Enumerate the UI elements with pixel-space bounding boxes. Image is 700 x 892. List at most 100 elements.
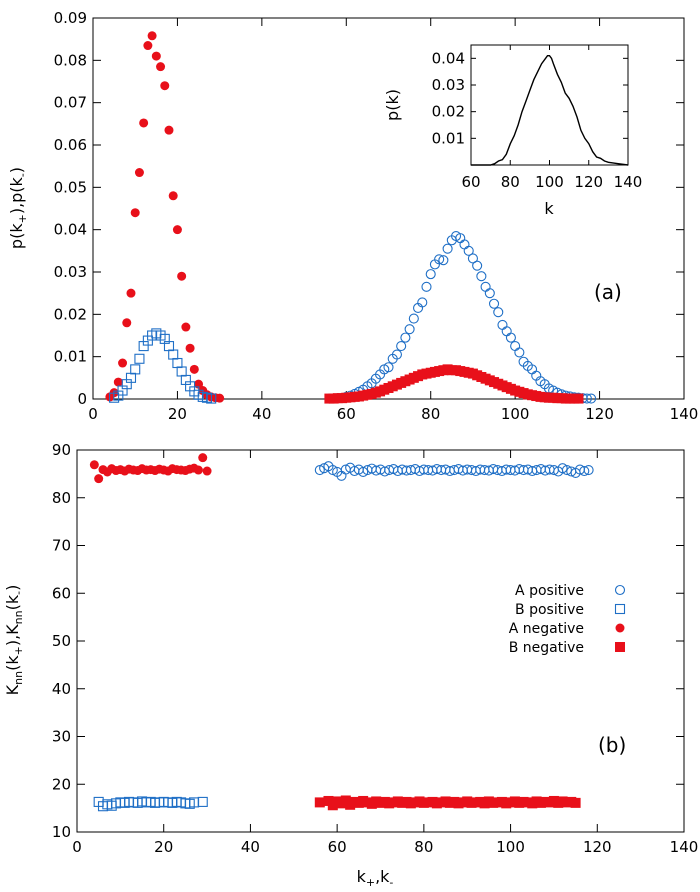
- panel-a-point-a-positive: [404, 324, 415, 335]
- legend-label: B positive: [515, 602, 584, 618]
- panel-a-point-a-negative: [134, 168, 144, 178]
- panel-a-point-a-negative: [130, 208, 140, 218]
- panel-b-xtick-label: 80: [414, 838, 433, 856]
- panel-b-point-a-positive: [557, 463, 568, 474]
- panel-a-xtick-label: 60: [337, 405, 356, 423]
- inset-ytick-label: 0.01: [432, 129, 465, 147]
- legend-marker: [615, 642, 625, 652]
- panel-b-label: (b): [598, 733, 626, 757]
- panel-b-xtick-label: 120: [583, 838, 612, 856]
- panel-b-xlabel: k+,k-: [357, 867, 394, 889]
- panel-a-point-a-negative: [160, 81, 170, 91]
- panel-b-point-a-positive: [358, 466, 369, 478]
- panel-a-point-a-positive: [480, 281, 491, 292]
- panel-a-xtick-label: 120: [585, 405, 614, 423]
- panel-a-ytick-label: 0.07: [54, 94, 87, 112]
- panel-a-ytick-label: 0.01: [54, 348, 87, 366]
- panel-b-point-a-positive: [579, 465, 590, 477]
- panel-a-ytick-label: 0.08: [54, 51, 87, 69]
- panel-a-point-a-negative: [147, 31, 157, 41]
- panel-a-ytick-label: 0.02: [54, 305, 87, 323]
- panel-a-ytick-label: 0.03: [54, 263, 87, 281]
- panel-a-point-a-negative: [156, 62, 166, 72]
- panel-a-point-a-negative: [118, 358, 128, 368]
- panel-b-ylabel: Knn(k+),Knn(k-): [3, 585, 25, 696]
- panel-b-point-a-negative: [193, 465, 203, 475]
- panel-a-point-a-positive: [463, 245, 474, 256]
- panel-b-point-a-negative: [202, 466, 212, 476]
- panel-a-point-b-positive: [176, 366, 187, 377]
- inset-xtick-label: 120: [574, 173, 603, 191]
- panel-a-ytick-label: 0.06: [54, 136, 87, 154]
- panel-a-point-a-negative: [215, 393, 225, 403]
- panel-a-xtick-label: 20: [168, 405, 187, 423]
- panel-a-point-b-positive: [134, 353, 145, 364]
- panel-a-point-a-positive: [396, 341, 407, 352]
- panel-b-point-a-positive: [583, 465, 594, 476]
- panel-b-xtick-label: 100: [496, 838, 525, 856]
- panel-a-xtick-label: 40: [252, 405, 271, 423]
- legend-label: B negative: [509, 640, 584, 656]
- panel-b-point-a-negative: [94, 474, 104, 484]
- panel-a-point-a-positive: [408, 313, 419, 324]
- panel-a-point-b-positive: [130, 364, 141, 375]
- panel-b-ytick-label: 90: [52, 441, 71, 459]
- panel-a-ytick-label: 0.04: [54, 221, 87, 239]
- panel-a-ytick-label: 0: [77, 390, 87, 408]
- panel-b-point-a-positive: [561, 465, 572, 476]
- legend-marker: [614, 584, 626, 596]
- panel-b-point-b-negative: [570, 797, 581, 808]
- panel-a-xtick-label: 140: [670, 405, 699, 423]
- panel-b-ytick-label: 80: [52, 489, 71, 507]
- panel-a-point-b-negative: [573, 393, 584, 404]
- inset-ylabel: p(k): [383, 89, 402, 121]
- panel-a-point-a-positive: [497, 319, 508, 330]
- panel-a-point-a-positive: [501, 326, 512, 337]
- panel-a-point-a-negative: [172, 225, 182, 235]
- panel-b-xtick-label: 0: [72, 838, 82, 856]
- panel-b-point-b-negative: [314, 797, 325, 808]
- panel-a-point-b-positive: [168, 349, 179, 360]
- inset-plot-frame: [470, 44, 629, 166]
- panel-a-point-a-positive: [484, 288, 495, 299]
- panel-a-point-b-positive: [206, 393, 217, 404]
- panel-b-point-a-negative: [89, 460, 99, 470]
- inset-chart: 60 80 100 120 140 0.01 0.02 0.03 0.04 k p(k): [383, 44, 643, 218]
- panel-a-point-a-negative: [181, 322, 191, 332]
- panel-b-xtick-label: 60: [328, 838, 347, 856]
- panel-b-point-a-positive: [314, 465, 325, 476]
- panel-a-point-a-negative: [189, 364, 199, 374]
- panel-b-ytick-label: 30: [52, 728, 71, 746]
- inset-ytick-label: 0.04: [432, 49, 465, 67]
- legend-label: A negative: [509, 621, 584, 637]
- legend-marker: [615, 623, 625, 633]
- panel-a-point-b-positive: [172, 357, 183, 369]
- panel-a-point-a-negative: [185, 343, 195, 353]
- panel-b-xtick-label: 20: [154, 838, 173, 856]
- inset-xtick-label: 100: [535, 173, 564, 191]
- panel-a-xtick-label: 80: [421, 405, 440, 423]
- panel-a-point-a-positive: [417, 297, 428, 308]
- legend-marker: [614, 603, 626, 615]
- panel-a-point-a-negative: [143, 41, 153, 51]
- legend-label: A positive: [515, 583, 584, 599]
- inset-xlabel: k: [544, 199, 554, 218]
- panel-a-point-a-positive: [391, 349, 402, 360]
- panel-a-point-a-positive: [442, 243, 453, 254]
- panel-a-point-a-positive: [383, 362, 394, 373]
- panel-a-point-a-negative: [177, 271, 187, 281]
- panel-a-point-a-negative: [139, 118, 149, 128]
- panel-a-point-a-negative: [126, 288, 136, 298]
- panel-b-xtick-label: 140: [670, 838, 699, 856]
- panel-a-point-a-positive: [493, 307, 504, 318]
- panel-b-chart: 0 20 40 60 80 100 120 140 10 20 30 40 50 60 70 80 90 A p…: [3, 441, 698, 889]
- inset-xtick-label: 140: [614, 173, 643, 191]
- panel-b-ytick-label: 40: [52, 680, 71, 698]
- inset-ytick-label: 0.03: [432, 76, 465, 94]
- panel-a-point-a-negative: [113, 377, 123, 387]
- panel-b-ytick-label: 70: [52, 537, 71, 555]
- panel-a-point-a-positive: [505, 332, 516, 343]
- inset-ytick-label: 0.02: [432, 103, 465, 121]
- panel-a-point-a-positive: [514, 347, 525, 358]
